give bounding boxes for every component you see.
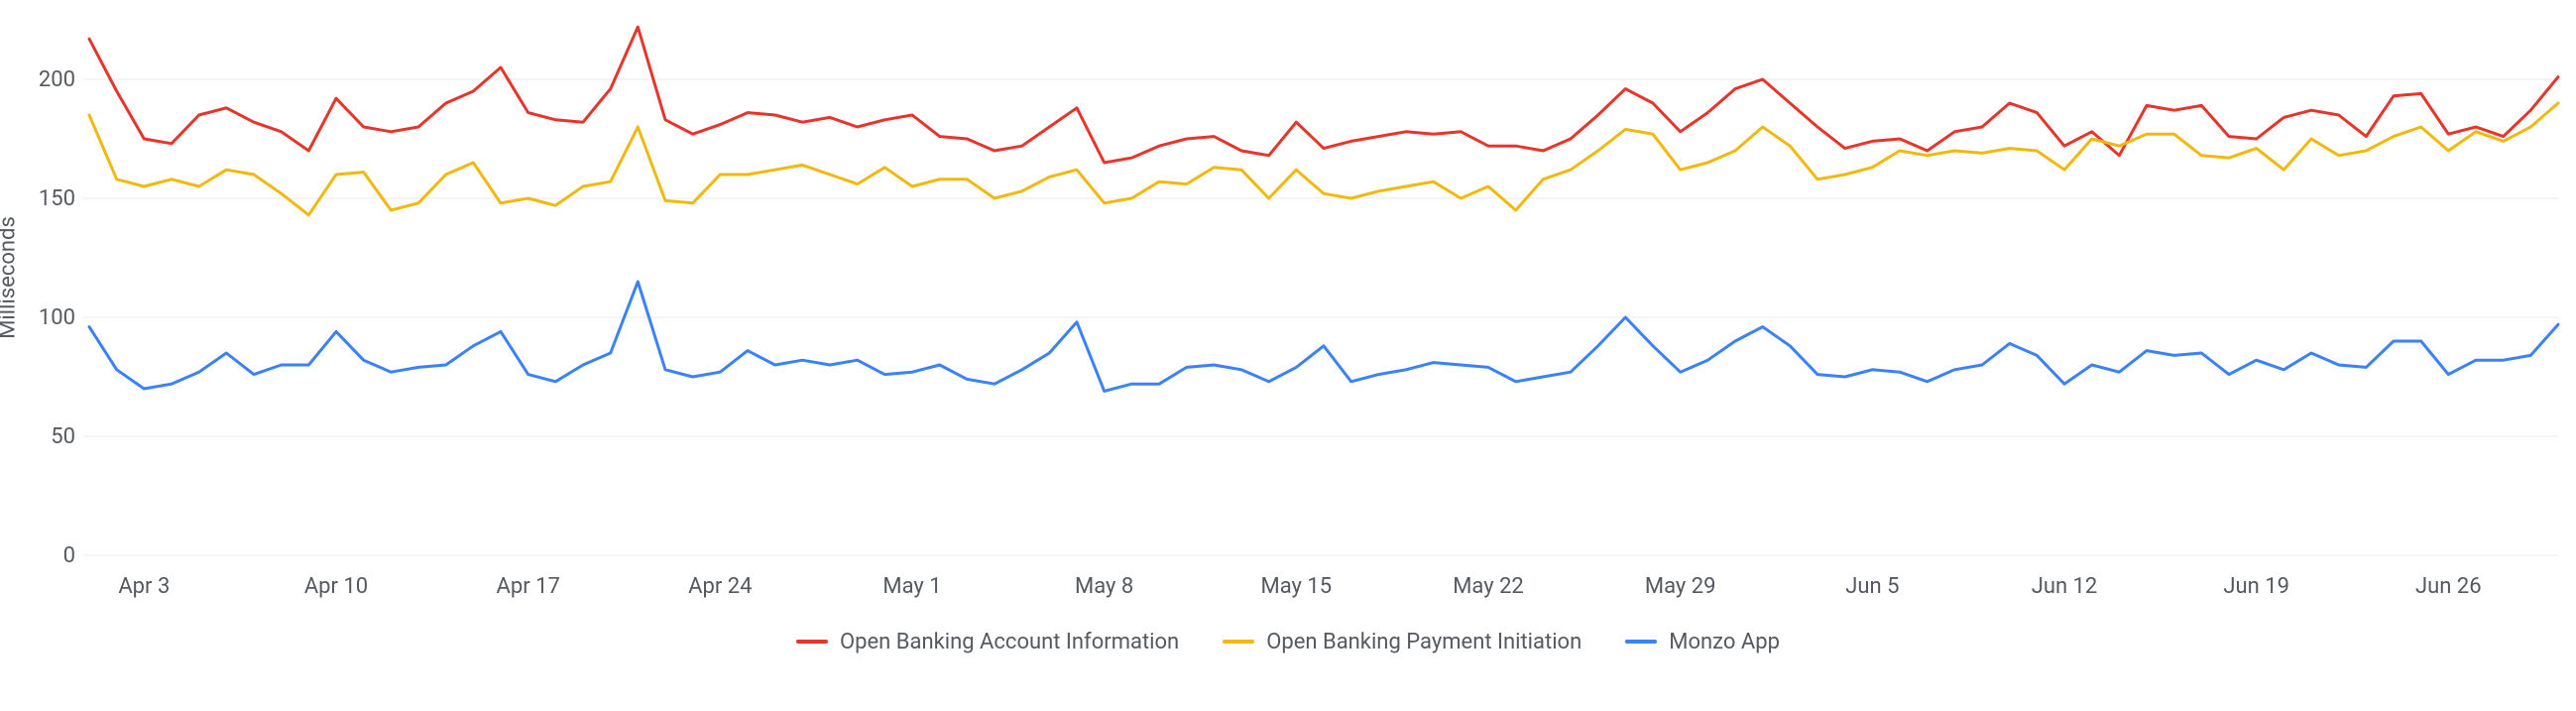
x-tick-label: Apr 10: [304, 574, 368, 599]
legend-item: Open Banking Account Information: [796, 630, 1179, 654]
legend-label: Open Banking Payment Initiation: [1266, 630, 1581, 654]
x-tick-label: May 22: [1453, 574, 1524, 599]
series-line: [89, 282, 2558, 391]
series-line: [89, 27, 2558, 163]
x-tick-label: Jun 12: [2032, 574, 2098, 599]
legend-label: Open Banking Account Information: [840, 630, 1179, 654]
x-tick-label: Jun 5: [1845, 574, 1899, 599]
x-tick-label: May 8: [1075, 574, 1133, 599]
legend-swatch: [796, 640, 828, 644]
chart-legend: Open Banking Account Information Open Ban…: [0, 615, 2576, 658]
y-tick-label: 150: [39, 186, 75, 211]
y-axis-label: Milliseconds: [0, 216, 21, 339]
y-tick-label: 0: [63, 543, 75, 568]
x-tick-label: Jun 26: [2415, 574, 2482, 599]
x-tick-label: May 1: [882, 574, 941, 599]
x-tick-label: Apr 17: [496, 574, 559, 599]
chart-svg: 0 50 100 150 200 Apr 3 Apr 10 Apr 17 Apr 24 May 1…: [0, 0, 2576, 615]
latency-line-chart: Milliseconds 0 50 100 150 200 Apr 3 Apr 10 Apr …: [0, 0, 2576, 658]
legend-item: Monzo App: [1625, 630, 1780, 654]
x-tick-label: Jun 19: [2223, 574, 2289, 599]
x-tick-label: Apr 3: [118, 574, 170, 599]
x-tick-label: May 29: [1645, 574, 1716, 599]
x-tick-label: Apr 24: [688, 574, 752, 599]
y-tick-label: 50: [51, 424, 75, 449]
x-tick-label: May 15: [1261, 574, 1333, 599]
y-tick-label: 100: [39, 305, 75, 330]
legend-swatch: [1223, 640, 1254, 644]
legend-label: Monzo App: [1669, 630, 1780, 654]
y-tick-label: 200: [39, 67, 75, 92]
legend-swatch: [1625, 640, 1657, 644]
legend-item: Open Banking Payment Initiation: [1223, 630, 1581, 654]
